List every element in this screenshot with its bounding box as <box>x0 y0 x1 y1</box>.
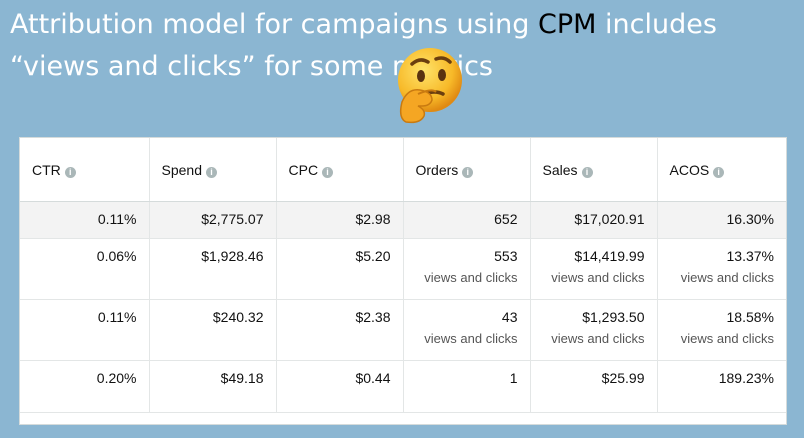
table-row: 0.11% $240.32 $2.38 43 views and clicks $… <box>20 299 786 361</box>
attribution-note: views and clicks <box>680 331 774 346</box>
total-orders: 652 <box>403 201 531 239</box>
totals-row: 0.11% $2,775.07 $2.98 652 $17,020.91 16.… <box>20 201 786 239</box>
info-icon[interactable]: i <box>581 166 593 178</box>
info-icon[interactable]: i <box>64 166 76 178</box>
column-header-acos[interactable]: ACOS i <box>657 138 786 202</box>
cell-spend: $49.18 <box>149 360 277 413</box>
attribution-note: views and clicks <box>424 270 518 285</box>
cell-orders: 43 views and clicks <box>403 299 531 361</box>
attribution-note: views and clicks <box>424 331 518 346</box>
attribution-note: views and clicks <box>680 270 774 285</box>
column-header-cpc[interactable]: CPC i <box>276 138 404 202</box>
metrics-table: CTR i Spend i CPC i Orders i Sales i ACOS i 0.… <box>19 137 787 425</box>
column-header-ctr[interactable]: CTR i <box>20 138 150 202</box>
info-icon[interactable]: i <box>322 166 334 178</box>
cell-cpc: $5.20 <box>276 238 404 300</box>
total-ctr: 0.11% <box>20 201 150 239</box>
attribution-note: views and clicks <box>551 270 645 285</box>
cell-acos: 13.37% views and clicks <box>657 238 786 300</box>
cell-cpc: $0.44 <box>276 360 404 413</box>
total-sales: $17,020.91 <box>530 201 658 239</box>
sales-value: $1,293.50 <box>582 309 645 325</box>
thinking-face-icon <box>398 48 462 124</box>
cell-cpc: $2.38 <box>276 299 404 361</box>
cell-spend: $1,928.46 <box>149 238 277 300</box>
cell-ctr: 0.11% <box>20 299 150 361</box>
cell-orders: 1 <box>403 360 531 413</box>
cell-ctr: 0.20% <box>20 360 150 413</box>
headline-text: Attribution model for campaigns using <box>10 9 538 40</box>
column-header-sales[interactable]: Sales i <box>530 138 658 202</box>
headline-accent: CPM <box>537 9 597 40</box>
cell-acos: 189.23% <box>657 360 786 413</box>
table-header-row: CTR i Spend i CPC i Orders i Sales i ACOS i <box>20 138 786 202</box>
acos-value: 18.58% <box>726 309 774 325</box>
cell-sales: $1,293.50 views and clicks <box>530 299 658 361</box>
acos-value: 13.37% <box>726 248 774 264</box>
total-cpc: $2.98 <box>276 201 404 239</box>
orders-value: 43 <box>501 309 518 325</box>
orders-value: 553 <box>494 248 518 264</box>
table-row: 0.20% $49.18 $0.44 1 $25.99 189.23% <box>20 360 786 413</box>
column-header-spend[interactable]: Spend i <box>149 138 277 202</box>
total-spend: $2,775.07 <box>149 201 277 239</box>
info-icon[interactable]: i <box>713 166 725 178</box>
info-icon[interactable]: i <box>205 166 217 178</box>
cell-sales: $25.99 <box>530 360 658 413</box>
column-header-orders[interactable]: Orders i <box>403 138 531 202</box>
cell-acos: 18.58% views and clicks <box>657 299 786 361</box>
info-icon[interactable]: i <box>462 166 474 178</box>
sales-value: $14,419.99 <box>574 248 645 264</box>
cell-sales: $14,419.99 views and clicks <box>530 238 658 300</box>
total-acos: 16.30% <box>657 201 786 239</box>
cell-orders: 553 views and clicks <box>403 238 531 300</box>
cell-ctr: 0.06% <box>20 238 150 300</box>
cell-spend: $240.32 <box>149 299 277 361</box>
attribution-note: views and clicks <box>551 331 645 346</box>
table-row: 0.06% $1,928.46 $5.20 553 views and click… <box>20 238 786 300</box>
